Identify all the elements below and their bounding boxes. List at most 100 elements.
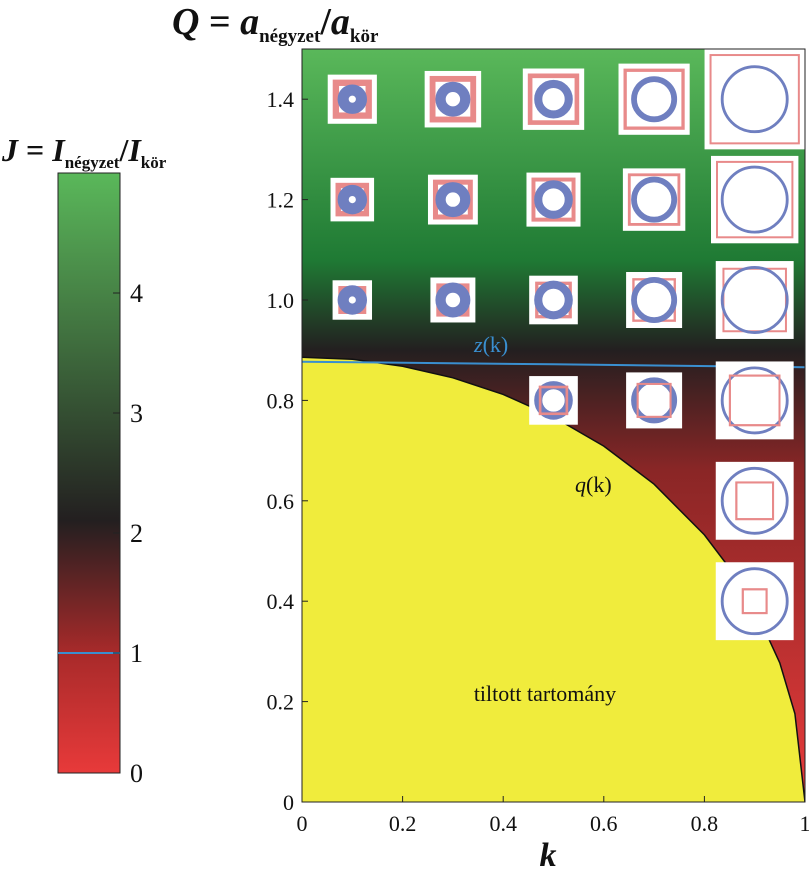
shape-inset	[327, 74, 377, 124]
x-axis-label: k	[540, 837, 557, 872]
shape-inset	[522, 68, 585, 130]
shape-inset	[715, 361, 794, 440]
plot-frame	[301, 48, 806, 803]
inset-circle	[720, 65, 789, 134]
inset-square-front	[735, 481, 775, 521]
inset-circle	[435, 182, 471, 218]
inset-circle	[720, 266, 789, 334]
inset-circle	[435, 81, 471, 117]
q-label-main: q	[575, 472, 586, 497]
shape-inset	[330, 177, 375, 222]
x-axis-ticks: 0 0.2 0.4 0.6 0.8 1	[297, 796, 809, 836]
shape-inset	[704, 49, 805, 150]
shape-inset	[715, 261, 794, 339]
title-sub1: négyzet	[259, 26, 321, 47]
inset-square	[623, 68, 685, 130]
y-tick-label: 1.0	[267, 288, 295, 313]
x-tick-label: 1	[800, 811, 809, 836]
y-tick-label: 0.4	[267, 589, 295, 614]
forbidden-region-label: tiltott tartomány	[474, 681, 616, 706]
inset-square	[715, 160, 794, 239]
z-label-arg: (k)	[483, 332, 509, 357]
inset-circle	[534, 180, 573, 219]
forbidden-region	[302, 357, 805, 802]
shape-inset	[715, 461, 794, 540]
inset-background	[710, 155, 799, 244]
y-tick-label: 0.2	[267, 690, 295, 715]
inset-square-front	[538, 385, 569, 416]
colorbar-tick-label: 3	[130, 399, 143, 428]
inset-background	[522, 68, 585, 130]
inset-square	[429, 75, 477, 123]
cb-title-sub1: négyzet	[65, 153, 120, 172]
q-label-arg: (k)	[586, 472, 612, 497]
cb-title-i2: I	[127, 132, 142, 168]
inset-square	[627, 173, 681, 226]
inset-circle	[720, 165, 789, 234]
title-eq: =	[199, 1, 240, 43]
x-tick-label: 0.8	[691, 811, 719, 836]
inset-circle	[534, 79, 573, 119]
shape-inset	[710, 155, 799, 244]
x-tick-label: 0.4	[489, 811, 517, 836]
shape-inset	[526, 172, 581, 227]
inset-square-front	[636, 382, 672, 418]
x-tick-label: 0.2	[389, 811, 417, 836]
shape-insets	[327, 49, 805, 641]
plot-area: 0 0.2 0.4 0.6 0.8 1 0 0.2 0.4 0.6 0.8 1.0 1.2 1.4 ti…	[267, 48, 809, 872]
inset-square-front	[728, 374, 781, 427]
colorbar: 0 1 2 3 4	[57, 172, 143, 788]
q-curve	[302, 356, 805, 802]
y-tick-label: 0	[283, 790, 294, 815]
inset-background	[618, 63, 690, 135]
colorbar-tick-label: 4	[130, 279, 143, 308]
shape-inset	[332, 280, 373, 320]
x-tick-label: 0.6	[590, 811, 618, 836]
colorbar-title: J = Inégyzet/Ikör	[1, 132, 167, 172]
cb-title-slash: /	[118, 132, 129, 168]
z-curve-label: z(k)	[473, 332, 508, 357]
inset-circle	[720, 567, 789, 636]
inset-circle	[631, 277, 678, 324]
inset-circle	[337, 84, 368, 114]
y-tick-label: 0.6	[267, 489, 295, 514]
title-a1: a	[240, 1, 259, 43]
cb-title-i1: I	[51, 132, 66, 168]
shape-inset	[715, 562, 794, 641]
title-lhs: Q	[172, 1, 199, 43]
inset-circle	[720, 366, 789, 435]
inset-circle	[631, 176, 678, 223]
y-tick-label: 1.4	[267, 87, 295, 112]
shape-inset	[529, 376, 578, 425]
colorbar-tick-label: 1	[130, 639, 143, 668]
title-a2: a	[331, 1, 350, 43]
shape-inset	[626, 372, 683, 429]
inset-square	[527, 73, 580, 125]
shape-inset	[430, 277, 476, 323]
inset-background	[715, 261, 794, 339]
inset-circle	[337, 184, 368, 215]
inset-circle	[435, 282, 471, 318]
x-tick-label: 0	[297, 811, 308, 836]
inset-circle	[631, 377, 678, 424]
colorbar-tick-label: 0	[130, 759, 143, 788]
inset-background	[715, 562, 794, 641]
inset-square	[531, 177, 576, 222]
inset-square-front	[741, 588, 768, 615]
shape-inset	[529, 275, 578, 325]
inset-square	[332, 79, 372, 119]
shape-inset	[618, 63, 690, 135]
inset-background	[715, 461, 794, 540]
inset-circle	[337, 285, 368, 315]
y-tick-label: 1.2	[267, 188, 295, 213]
shape-inset	[626, 272, 683, 328]
inset-circle	[534, 381, 573, 420]
z-label-main: z	[473, 332, 483, 357]
inset-square	[709, 54, 800, 145]
inset-background	[715, 361, 794, 440]
shape-inset	[622, 168, 686, 231]
cb-title-lhs: J	[1, 132, 19, 168]
inset-circle	[720, 466, 789, 535]
y-axis-ticks: 0 0.2 0.4 0.6 0.8 1.0 1.2 1.4	[267, 87, 308, 815]
